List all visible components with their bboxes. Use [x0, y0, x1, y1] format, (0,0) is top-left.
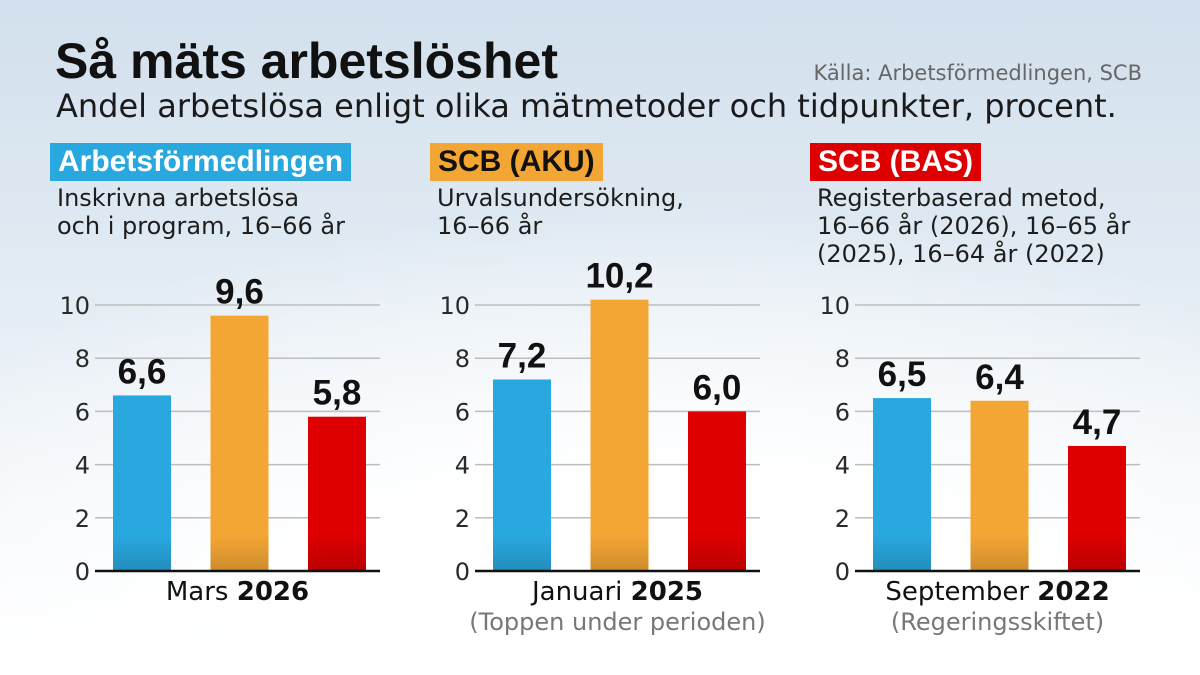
source-note: Källa: Arbetsförmedlingen, SCB [813, 61, 1142, 85]
data-label: 6,6 [118, 352, 167, 391]
y-tick-label: 8 [455, 345, 470, 373]
y-tick-label: 6 [835, 398, 850, 426]
y-tick-label: 4 [75, 452, 90, 480]
chart-panel-1: 0 2 4 6 8 10 6,6 9,6 5,8 Mars 2026 [59, 273, 380, 607]
data-label: 4,7 [1073, 403, 1122, 442]
y-tick-label: 6 [75, 398, 90, 426]
x-category-year: 2025 [631, 577, 703, 607]
x-category-year: 2022 [1037, 577, 1109, 607]
y-tick-label: 8 [75, 345, 90, 373]
legend-item-scb-aku: SCB (AKU) Urvalsundersökning, 16–66 år [430, 143, 684, 240]
legend-description-line: Registerbaserad metod, [817, 184, 1106, 212]
legend-description-line: och i program, 16–66 år [57, 212, 345, 240]
x-category-label: Mars 2026 [166, 577, 309, 607]
data-label: 9,6 [215, 273, 264, 312]
legend-description: Inskrivna arbetslösa och i program, 16–6… [50, 184, 345, 240]
y-tick-label: 2 [455, 505, 470, 533]
legend-description: Urvalsundersökning, 16–66 år [430, 184, 684, 240]
y-tick-label: 4 [835, 452, 850, 480]
y-tick-label: 6 [455, 398, 470, 426]
bar-shade [873, 535, 931, 571]
data-label: 6,4 [975, 358, 1024, 397]
legend-item-scb-bas: SCB (BAS) Registerbaserad metod, 16–66 å… [810, 143, 1130, 268]
chart-panel-3: 0 2 4 6 8 10 6,5 6,4 4,7 September 2022(Regerings… [819, 292, 1140, 636]
legend-description-line: 16–66 år (2026), 16–65 år [817, 212, 1131, 240]
legend-description-line: Urvalsundersökning, [437, 184, 684, 212]
y-tick-label: 10 [59, 292, 90, 320]
x-category-note: (Toppen under perioden) [469, 608, 765, 636]
y-tick-label: 0 [455, 558, 470, 586]
bar-shade [688, 535, 746, 571]
chart-title: Så mäts arbetslöshet [55, 33, 558, 89]
legend-label-scb-bas: SCB (BAS) [810, 143, 981, 181]
x-category-month: Januari [530, 577, 631, 607]
legend-description-line: 16–66 år [437, 212, 543, 240]
x-category-year: 2026 [237, 577, 309, 607]
bar-shade [493, 535, 551, 571]
x-category-label: September 2022 [885, 577, 1109, 607]
bar [590, 299, 649, 571]
bar-shade [970, 535, 1029, 571]
x-category-label: Januari 2025 [530, 577, 703, 607]
bar-shade [210, 535, 269, 571]
x-category-month: Mars [166, 577, 237, 607]
data-label: 10,2 [585, 257, 653, 296]
y-tick-label: 2 [835, 505, 850, 533]
bar-shade [590, 535, 649, 571]
bar-shade [308, 535, 366, 571]
y-tick-label: 0 [75, 558, 90, 586]
legend-description-line: Inskrivna arbetslösa [57, 184, 300, 212]
y-tick-label: 0 [835, 558, 850, 586]
bar-shade [113, 535, 171, 571]
y-tick-label: 8 [835, 345, 850, 373]
y-tick-label: 4 [455, 452, 470, 480]
legend-label-arbetsformedlingen: Arbetsförmedlingen [50, 143, 352, 181]
x-category-month: September [885, 577, 1037, 607]
data-label: 6,5 [878, 355, 927, 394]
bar-shade [1068, 535, 1126, 571]
y-tick-label: 10 [439, 292, 470, 320]
bar [210, 315, 269, 571]
legend-label-scb-aku: SCB (AKU) [430, 143, 603, 181]
data-label: 7,2 [498, 336, 547, 375]
chart-panel-2: 0 2 4 6 8 10 7,2 10,2 6,0 Januari 2025(Toppen und… [439, 257, 765, 636]
y-tick-label: 10 [819, 292, 850, 320]
legend-description-line: (2025), 16–64 år (2022) [817, 240, 1105, 268]
y-tick-label: 2 [75, 505, 90, 533]
chart-subtitle: Andel arbetslösa enligt olika mätmetoder… [56, 87, 1117, 125]
legend-description: Registerbaserad metod, 16–66 år (2026), … [810, 184, 1130, 268]
data-label: 6,0 [693, 368, 742, 407]
x-category-note: (Regeringsskiftet) [891, 608, 1104, 636]
legend-item-arbetsformedlingen: Arbetsförmedlingen Inskrivna arbetslösa … [50, 143, 352, 240]
data-label: 5,8 [313, 374, 362, 413]
